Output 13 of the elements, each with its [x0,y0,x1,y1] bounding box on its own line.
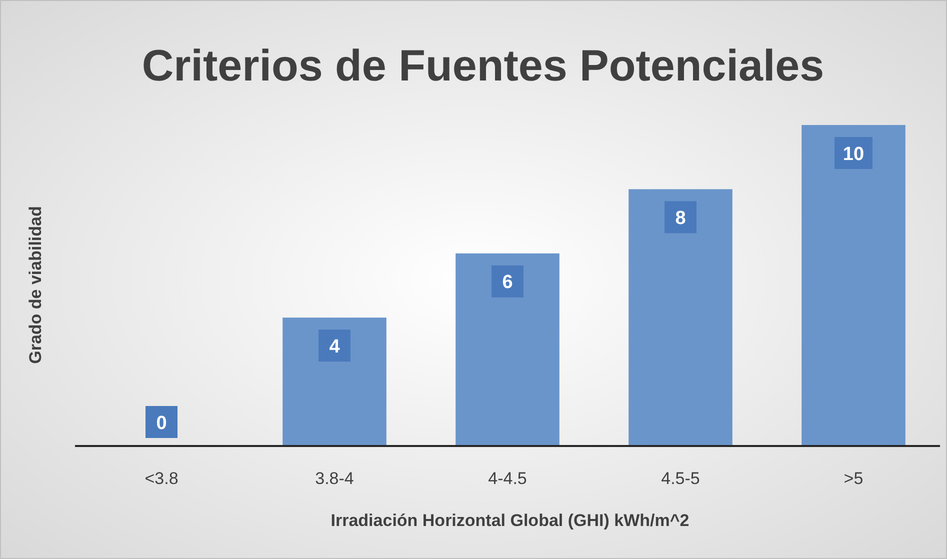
x-tick-label: >5 [844,468,864,488]
data-label: 6 [502,272,513,294]
x-axis-title: Irradiación Horizontal Global (GHI) kWh/m^2 [330,510,690,530]
x-tick-label: 4-4.5 [488,468,527,488]
x-tick-label: 4.5-5 [661,468,700,488]
data-label: 8 [675,208,686,230]
chart-title: Criterios de Fuentes Potenciales [142,41,824,90]
data-label: 0 [156,412,167,434]
x-tick-label: 3.8-4 [315,468,354,488]
y-axis-title: Grado de viabilidad [26,206,45,364]
data-label: 4 [329,336,340,358]
data-label: 10 [842,144,864,165]
x-tick-label: <3.8 [144,468,178,488]
